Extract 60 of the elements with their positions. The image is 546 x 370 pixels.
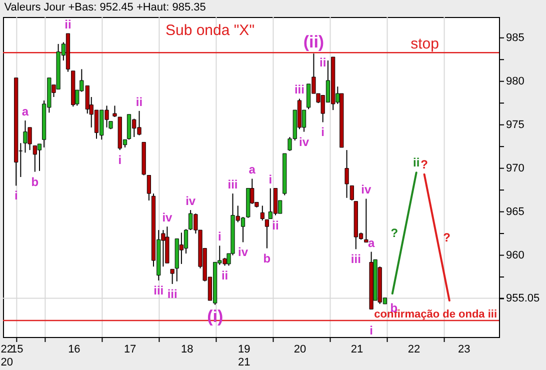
annotation: a <box>368 236 375 250</box>
annotation: iii <box>154 283 164 298</box>
annotation: ? <box>420 157 428 172</box>
y-tick-label: 985 <box>506 32 524 44</box>
x-tick-label: 20 <box>294 344 306 356</box>
chart-title: Sub onda "X" <box>165 22 255 39</box>
candlestick <box>37 143 42 172</box>
annotation: iv <box>361 182 372 197</box>
x-tick-label: 19 21 <box>238 344 250 368</box>
annotation: a <box>248 162 256 177</box>
annotation: ii <box>64 18 72 32</box>
annotation: ii <box>221 268 228 283</box>
annotation: i <box>218 230 222 244</box>
x-tick-label: 18 <box>180 344 194 356</box>
candlestick <box>344 150 349 198</box>
annotation: ? <box>390 226 398 240</box>
annotation: iii <box>228 178 238 192</box>
y-tick-label: 960 <box>506 249 524 262</box>
candlestick <box>170 268 174 284</box>
candlestick <box>184 228 188 254</box>
annotation: i <box>14 188 18 203</box>
y-tick-label: 980 <box>506 75 524 88</box>
annotation: ii <box>320 56 326 70</box>
x-tick-label: 17 <box>124 344 136 356</box>
annotation: ii <box>412 156 420 170</box>
annotation: iii <box>294 82 304 97</box>
annotation: b <box>263 251 271 266</box>
x-tick-label: 23 <box>458 344 470 356</box>
candlestick <box>146 174 151 201</box>
annotation: ? <box>443 230 451 244</box>
annotation: (ii) <box>303 32 324 52</box>
annotation: iv <box>299 134 310 149</box>
candlestick <box>112 105 117 118</box>
annotation: iii <box>167 286 178 301</box>
annotation: iv <box>238 245 248 260</box>
annotation: i <box>118 153 122 168</box>
x-tick-label: 15 <box>11 344 24 356</box>
annotation: ii <box>272 218 279 232</box>
annotation: iii <box>350 252 361 266</box>
annotation: ii <box>136 94 143 109</box>
x-tick-label: 16 <box>68 344 80 356</box>
y-tick-label: 965 <box>506 206 524 218</box>
annotation: i <box>370 323 373 338</box>
x-tick-label: 21 <box>350 344 364 356</box>
annotation: iv <box>186 194 196 208</box>
candlestick <box>350 185 354 201</box>
annotation: i <box>321 125 325 140</box>
y-tick-label: 955.05 <box>506 292 540 304</box>
annotation: i <box>268 172 272 186</box>
ref-line-label: stop <box>410 36 439 53</box>
x-tick-label: 22 20 <box>0 344 14 368</box>
candlestick <box>364 198 368 243</box>
y-tick-label: 970 <box>506 162 524 174</box>
y-tick-label: 975 <box>506 118 524 131</box>
annotation: iv <box>162 210 173 225</box>
candlestick <box>260 205 264 221</box>
x-tick-label: 22 <box>408 344 420 356</box>
annotation: a <box>22 104 29 118</box>
annotation: b <box>31 174 39 189</box>
chart-subtitle: Valeurs Jour +Bas: 952.45 +Haut: 985.35 <box>4 1 206 14</box>
